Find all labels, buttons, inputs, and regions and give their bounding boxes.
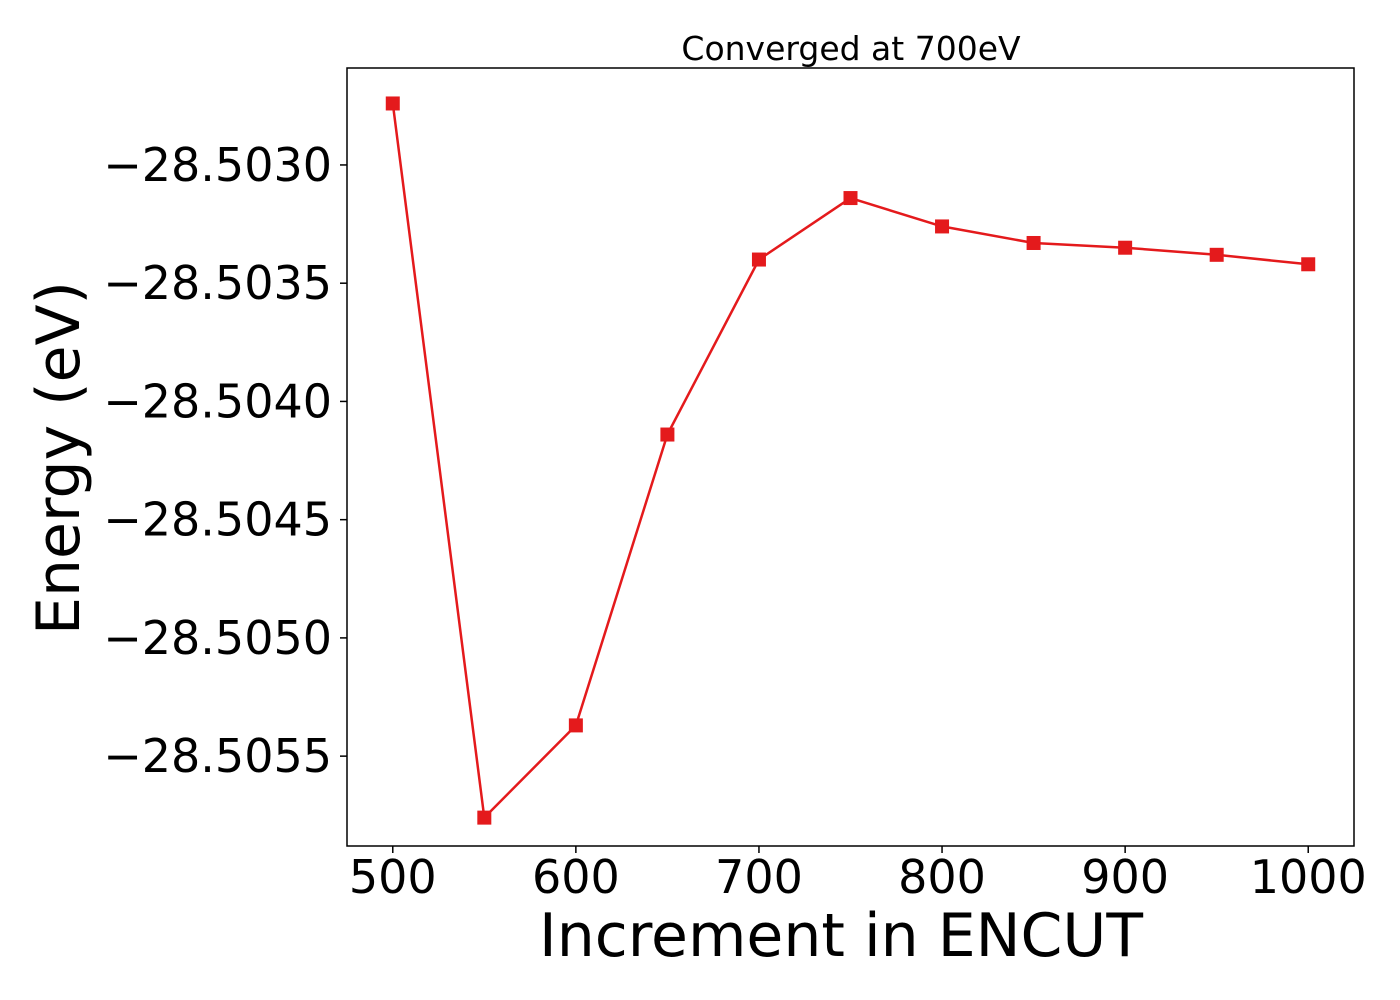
y-tick-label: −28.5035 [103, 256, 332, 310]
y-tick-label: −28.5050 [103, 611, 332, 665]
data-point-marker [568, 718, 583, 733]
data-point-marker [935, 219, 950, 234]
y-tick-label: −28.5055 [103, 729, 332, 783]
data-point-marker [751, 252, 766, 267]
data-point-marker [660, 427, 675, 442]
series-layer [385, 96, 1316, 825]
x-axis-label: Increment in ENCUT [539, 901, 1143, 971]
y-axis: −28.5030 −28.5035 −28.5040 −28.5045 −28.5050… [103, 138, 347, 783]
x-axis: 500 600 700 800 900 1000 [349, 846, 1367, 904]
y-axis-label: Energy (eV) [24, 281, 94, 635]
x-tick-label: 500 [349, 850, 437, 904]
y-tick-label: −28.5045 [103, 493, 332, 547]
x-tick-label: 700 [715, 850, 803, 904]
data-point-marker [385, 96, 400, 111]
plot-area-frame [346, 67, 1355, 847]
y-tick-label: −28.5040 [103, 374, 332, 428]
x-tick-label: 800 [898, 850, 986, 904]
data-point-marker [1026, 235, 1041, 250]
x-tick-label: 600 [532, 850, 620, 904]
data-point-marker [477, 810, 492, 825]
chart-title: Converged at 700eV [681, 29, 1021, 68]
x-tick-label: 1000 [1250, 850, 1367, 904]
data-point-marker [1209, 247, 1224, 262]
data-point-marker [1118, 240, 1133, 255]
data-point-marker [1301, 257, 1316, 272]
x-tick-label: 900 [1081, 850, 1169, 904]
y-tick-label: −28.5030 [103, 138, 332, 192]
data-point-marker [843, 191, 858, 206]
